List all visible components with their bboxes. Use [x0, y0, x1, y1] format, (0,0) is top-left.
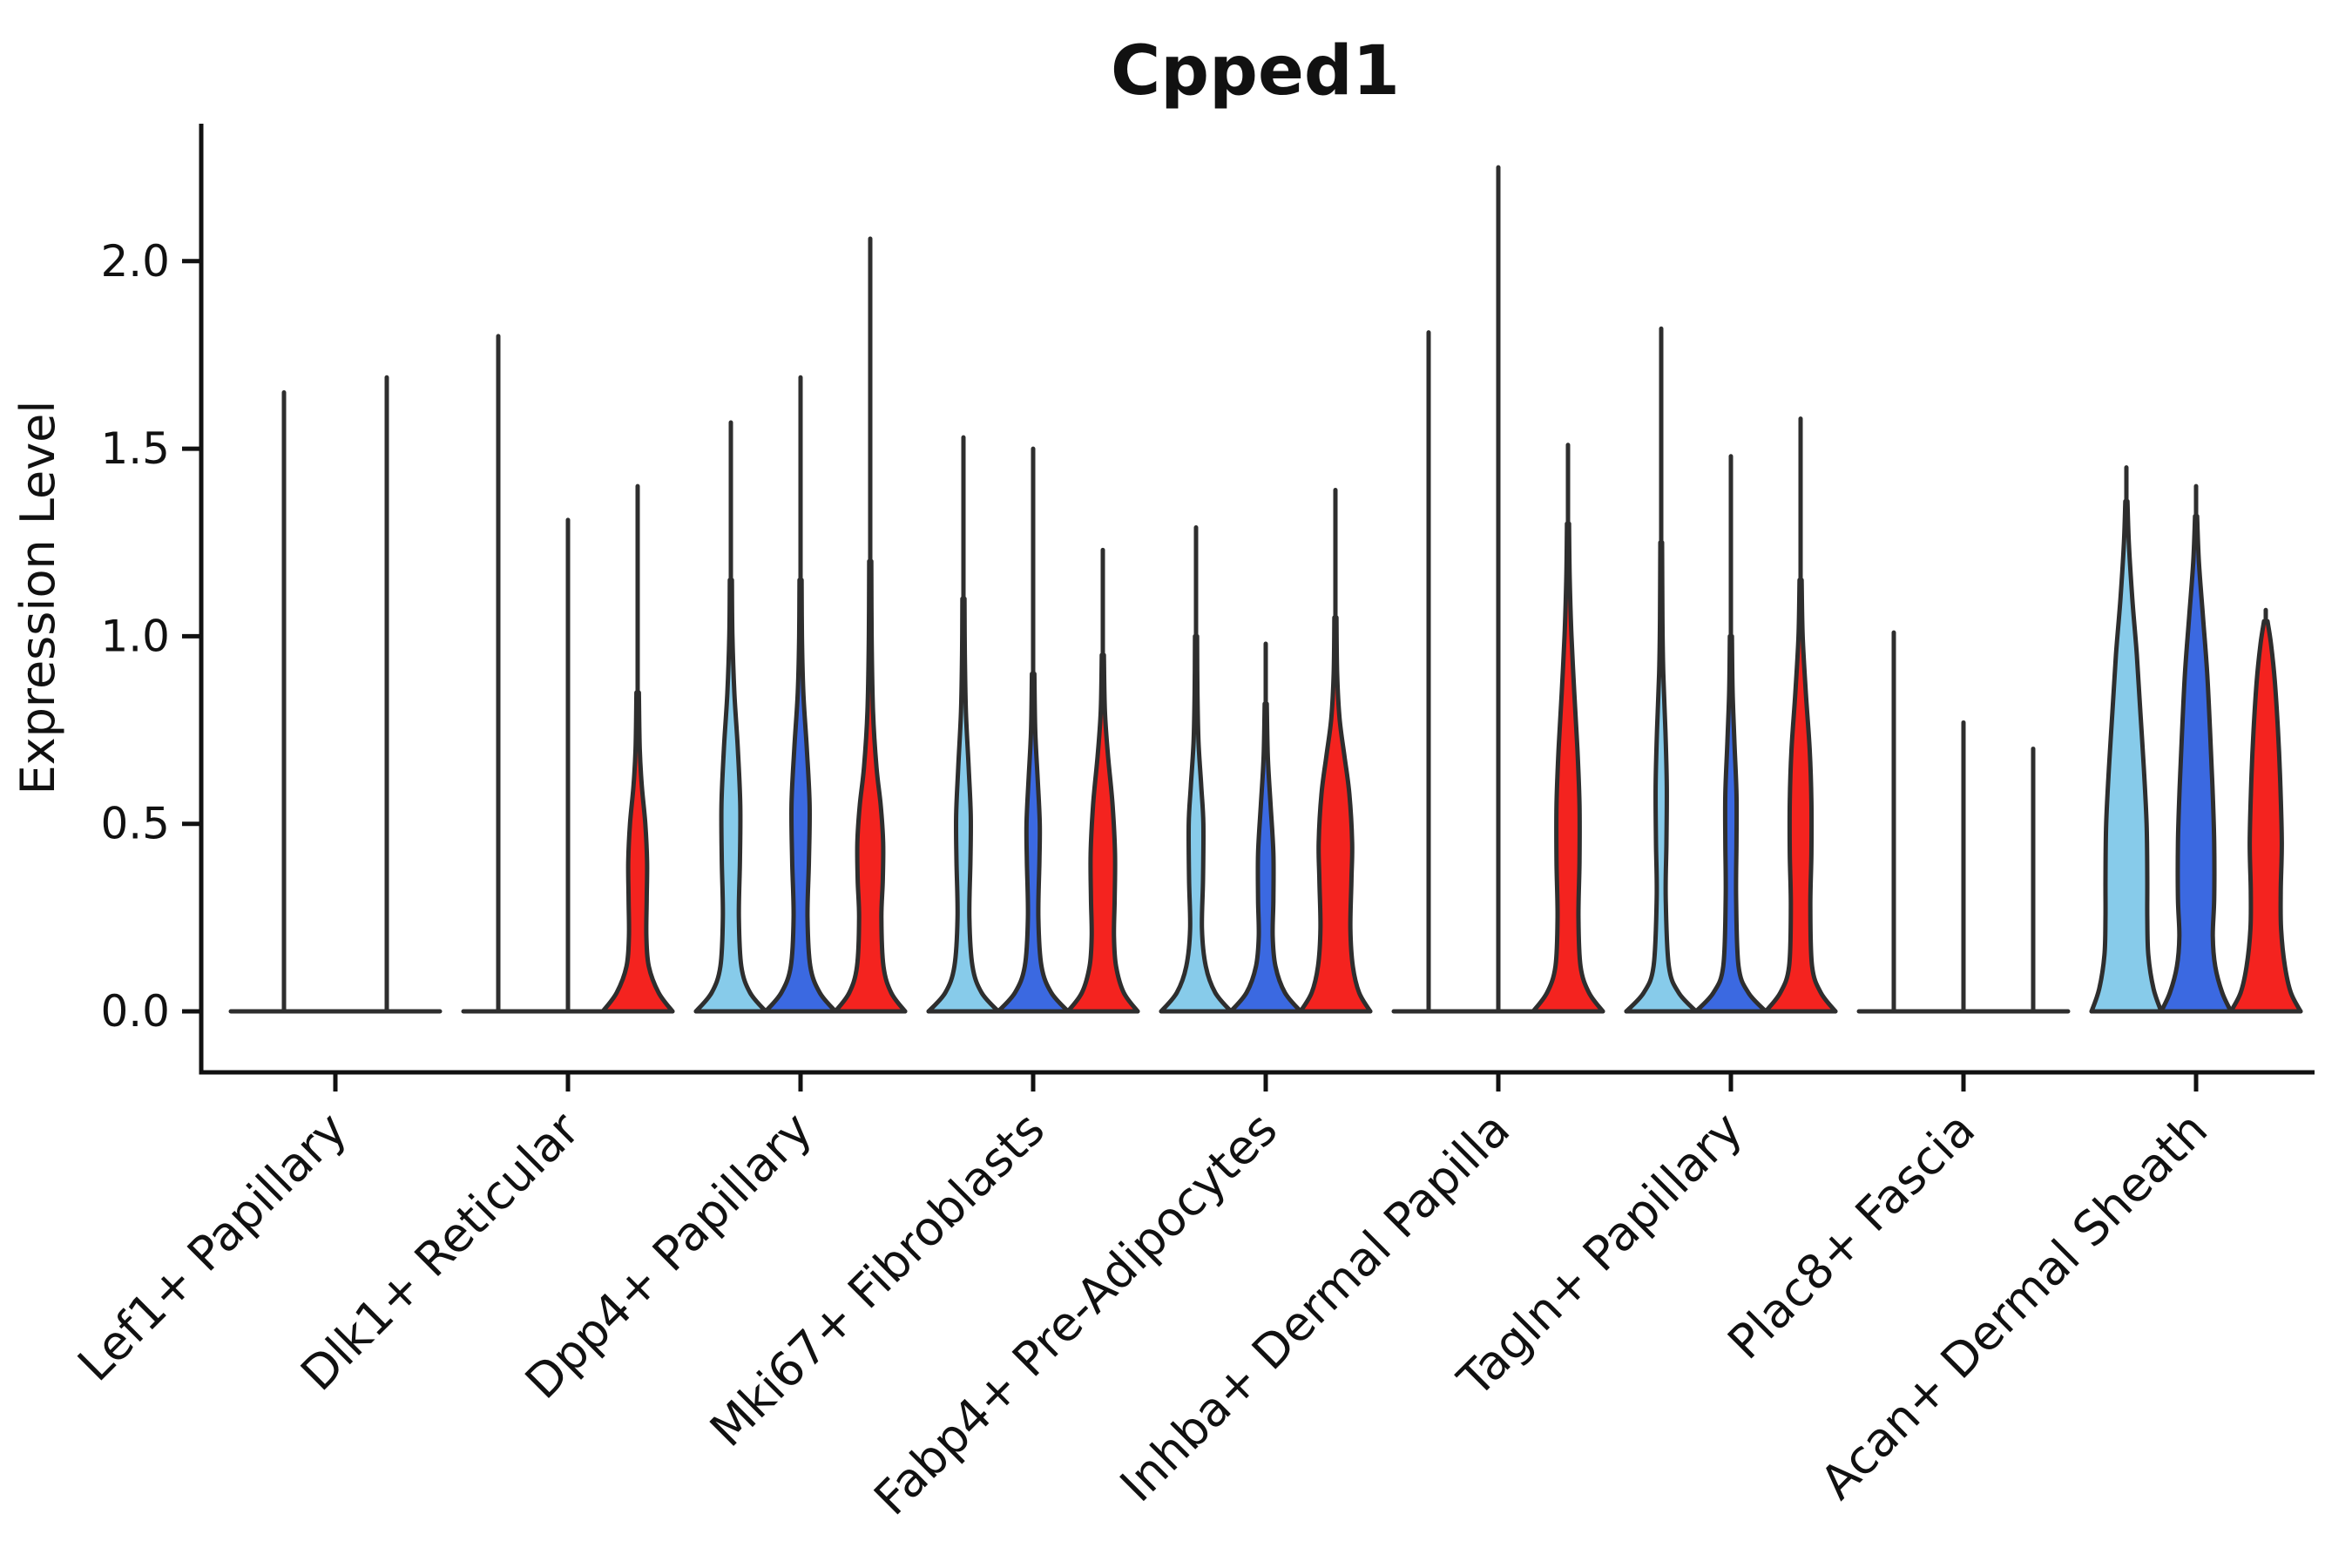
y-axis-tick-label: 1.0: [100, 611, 170, 661]
violin-body-dark_blue: [1228, 701, 1303, 1014]
violin-body-red: [1531, 521, 1605, 1014]
violin-body-light_blue: [693, 578, 768, 1014]
x-axis-category-label: Fabp4+ Pre-Adipocytes: [863, 1102, 1288, 1526]
chart-title: Cpped1: [1111, 32, 1400, 111]
violin-body-dark_blue: [763, 578, 838, 1014]
violin-body-light_blue: [2089, 498, 2164, 1014]
violin-body-red: [1298, 615, 1373, 1014]
violin-body-light_blue: [926, 596, 1001, 1014]
violin-body-red: [1065, 652, 1140, 1014]
violin-body-red: [600, 690, 675, 1014]
violin-body-light_blue: [1159, 633, 1233, 1014]
violin-body-red: [2228, 618, 2303, 1014]
violin-body-dark_blue: [2159, 514, 2234, 1014]
violin-body-dark_blue: [1693, 633, 1768, 1014]
x-axis-category-label: Acan+ Dermal Sheath: [1810, 1102, 2218, 1510]
violin-body-red: [833, 558, 908, 1014]
x-axis-category-label: Plac8+ Fascia: [1717, 1102, 1985, 1370]
violin-body-dark_blue: [996, 672, 1071, 1014]
y-axis-tick-label: 2.0: [100, 236, 170, 287]
y-axis-label: Expression Level: [10, 401, 65, 795]
violin-body-red: [1763, 578, 1838, 1014]
y-axis-tick-label: 1.5: [100, 423, 170, 474]
y-axis-tick-label: 0.5: [100, 799, 170, 849]
x-axis-category-label: Inhba+ Dermal Papilla: [1110, 1102, 1520, 1512]
violin-body-light_blue: [1624, 540, 1699, 1014]
y-axis-tick-label: 0.0: [100, 986, 170, 1037]
